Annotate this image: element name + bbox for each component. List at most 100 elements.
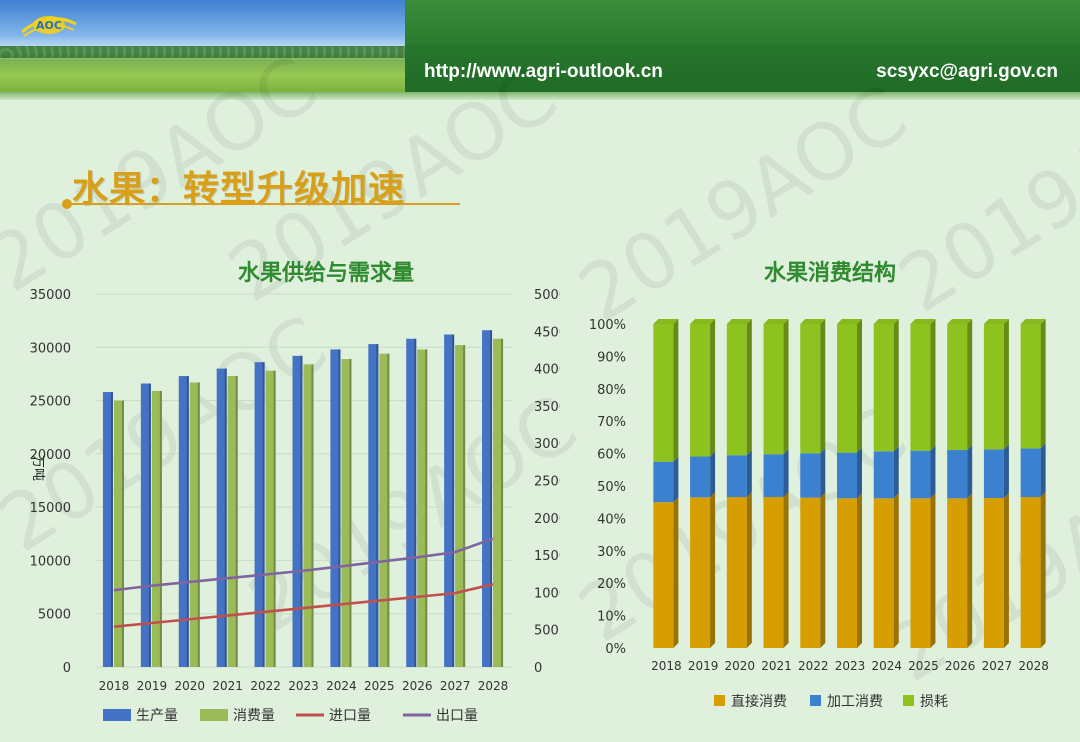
stack-segment-side	[783, 319, 789, 455]
stack-segment-加工消费	[910, 450, 931, 499]
stack-segment-损耗	[1020, 324, 1041, 449]
bar-shade	[110, 392, 113, 667]
stack-top	[690, 319, 716, 324]
y-tick-label: 40%	[597, 512, 626, 527]
stack-top	[763, 319, 789, 324]
bar-消费量	[189, 382, 200, 667]
stack-segment-直接消费	[873, 498, 894, 648]
y-tick-label: 15000	[30, 501, 71, 516]
stack-segment-side	[930, 319, 936, 451]
stack-top	[910, 319, 936, 324]
stack-segment-side	[673, 497, 679, 648]
y2-tick-label: 4000	[534, 363, 560, 378]
stack-segment-side	[857, 447, 862, 499]
stack-segment-side	[820, 492, 826, 648]
header-email[interactable]: scsyxc@agri.gov.cn	[876, 61, 1058, 82]
stack-segment-加工消费	[690, 456, 711, 498]
stack-segment-side	[967, 493, 973, 648]
bar-shade	[235, 376, 238, 667]
bar-shade	[376, 344, 379, 667]
y2-tick-label: 1500	[534, 549, 560, 564]
title-dot	[62, 199, 72, 209]
bar-消费量	[303, 364, 314, 667]
y2-tick-label: 4500	[534, 325, 560, 340]
bar-shade	[425, 349, 428, 667]
bar-消费量	[417, 349, 428, 667]
stack-segment-加工消费	[873, 451, 894, 499]
stack-segment-损耗	[800, 324, 821, 454]
stack-segment-side	[746, 450, 752, 498]
stack-segment-直接消费	[910, 498, 931, 648]
legend-label: 消费量	[233, 708, 275, 724]
stack-top	[837, 319, 862, 324]
stack-segment-直接消费	[1020, 497, 1041, 648]
bar-消费量	[227, 376, 238, 667]
y2-tick-label: 1000	[534, 586, 560, 601]
y2-tick-label: 2000	[534, 512, 560, 527]
stack-segment-损耗	[910, 324, 931, 451]
y-tick-label: 50%	[597, 480, 626, 495]
bar-消费量	[493, 338, 504, 667]
x-tick-label: 2024	[871, 659, 902, 673]
stack-segment-side	[1003, 319, 1009, 450]
stack-segment-加工消费	[800, 453, 821, 498]
x-tick-label: 2025	[908, 659, 939, 673]
y2-tick-label: 3000	[534, 437, 560, 452]
stack-segment-side	[1040, 319, 1046, 449]
stack-top	[726, 319, 752, 324]
x-tick-label: 2020	[174, 679, 205, 693]
bar-生产量	[406, 338, 417, 667]
title-underline	[62, 203, 460, 205]
legend-label: 出口量	[436, 708, 478, 724]
bar-生产量	[444, 334, 455, 667]
banner-stripe	[0, 92, 1080, 100]
bar-生产量	[368, 344, 379, 667]
stack-top	[653, 319, 679, 324]
y2-tick-label: 0	[534, 661, 542, 676]
line-进口量	[113, 582, 494, 629]
bar-生产量	[482, 330, 493, 667]
x-tick-label: 2020	[725, 659, 756, 673]
stack-segment-直接消费	[763, 497, 784, 648]
bar-生产量	[140, 383, 151, 667]
stack-segment-直接消费	[837, 498, 857, 648]
line-出口量	[113, 537, 494, 592]
x-tick-label: 2023	[835, 659, 866, 673]
bar-shade	[224, 368, 227, 667]
y-tick-label: 70%	[597, 415, 626, 430]
y-axis-label: 万吨	[30, 455, 45, 481]
stack-segment-side	[857, 493, 862, 648]
y-tick-label: 10%	[597, 610, 626, 625]
stack-segment-加工消费	[653, 461, 674, 503]
bar-shade	[338, 349, 341, 667]
chart-title: 水果供给与需求量	[238, 260, 414, 286]
bar-消费量	[151, 390, 162, 667]
x-tick-label: 2024	[326, 679, 357, 693]
legend-swatch	[810, 695, 821, 706]
bar-shade	[148, 383, 151, 667]
legend-label: 直接消费	[731, 693, 787, 710]
stack-segment-加工消费	[1020, 448, 1041, 498]
stack-segment-直接消费	[947, 498, 968, 648]
header-url[interactable]: http://www.agri-outlook.cn	[424, 61, 663, 82]
supply-demand-chart: 水果供给与需求量 万吨 3500030000250002000015000100…	[30, 260, 560, 724]
legend-label: 加工消费	[827, 694, 883, 710]
x-tick-label: 2021	[212, 679, 243, 693]
bar-shade	[273, 370, 276, 667]
y-tick-label: 5000	[38, 608, 71, 623]
stack-top	[947, 319, 973, 324]
bar-生产量	[216, 368, 227, 667]
bar-shade	[300, 355, 303, 667]
y-tick-label: 80%	[597, 383, 626, 398]
stack-segment-损耗	[873, 324, 894, 452]
stack-segment-side	[783, 492, 789, 648]
stack-segment-side	[1003, 444, 1009, 498]
bar-shade	[463, 345, 466, 667]
y2-tick-label: 5000	[534, 288, 560, 303]
stack-top	[873, 319, 899, 324]
stack-segment-side	[1040, 443, 1046, 498]
stack-segment-side	[930, 493, 936, 648]
stack-segment-side	[967, 319, 973, 451]
x-tick-label: 2028	[478, 679, 509, 693]
y-tick-label: 35000	[30, 288, 71, 303]
